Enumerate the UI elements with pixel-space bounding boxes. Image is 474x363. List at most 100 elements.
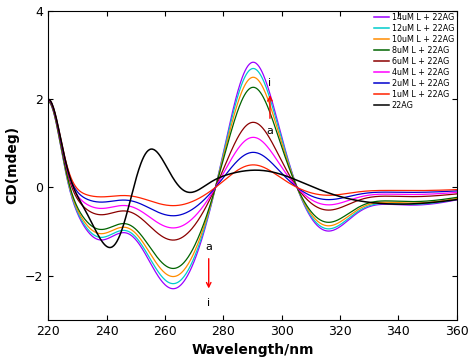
Line: 6uM L + 22AG: 6uM L + 22AG	[48, 100, 456, 240]
Line: 4uM L + 22AG: 4uM L + 22AG	[48, 100, 456, 228]
Line: 22AG: 22AG	[48, 99, 456, 248]
22AG	[46, 97, 51, 102]
22AG	[196, 188, 201, 192]
8uM L + 22AG	[442, 197, 448, 201]
Legend: 14uM L + 22AG, 12uM L + 22AG, 10uM L + 22AG, 8uM L + 22AG, 6uM L + 22AG, 4uM L +: 14uM L + 22AG, 12uM L + 22AG, 10uM L + 2…	[373, 12, 455, 111]
4uM L + 22AG	[181, 223, 186, 228]
6uM L + 22AG	[454, 192, 459, 196]
2uM L + 22AG	[196, 203, 201, 207]
4uM L + 22AG	[46, 98, 51, 102]
8uM L + 22AG	[181, 261, 186, 265]
14uM L + 22AG	[196, 247, 201, 252]
6uM L + 22AG	[198, 214, 203, 219]
22AG	[181, 188, 186, 192]
2uM L + 22AG	[193, 204, 199, 209]
2uM L + 22AG	[181, 212, 186, 216]
6uM L + 22AG	[181, 234, 186, 239]
10uM L + 22AG	[198, 234, 203, 238]
4uM L + 22AG	[198, 207, 203, 212]
6uM L + 22AG	[46, 98, 51, 102]
10uM L + 22AG	[170, 274, 176, 279]
22AG	[441, 199, 447, 203]
12uM L + 22AG	[442, 199, 448, 204]
8uM L + 22AG	[170, 266, 176, 271]
14uM L + 22AG	[181, 280, 186, 285]
Y-axis label: CD(mdeg): CD(mdeg)	[6, 126, 19, 204]
Text: a: a	[266, 126, 273, 135]
12uM L + 22AG	[170, 281, 176, 286]
12uM L + 22AG	[46, 99, 51, 103]
14uM L + 22AG	[250, 60, 256, 64]
14uM L + 22AG	[170, 286, 176, 291]
4uM L + 22AG	[170, 226, 176, 230]
8uM L + 22AG	[454, 195, 459, 200]
Line: 12uM L + 22AG: 12uM L + 22AG	[48, 69, 456, 284]
14uM L + 22AG	[198, 241, 203, 245]
1uM L + 22AG	[196, 196, 201, 201]
1uM L + 22AG	[441, 188, 447, 192]
4uM L + 22AG	[454, 190, 459, 195]
10uM L + 22AG	[181, 269, 186, 273]
14uM L + 22AG	[454, 198, 459, 202]
10uM L + 22AG	[46, 99, 51, 103]
1uM L + 22AG	[46, 97, 51, 102]
12uM L + 22AG	[196, 244, 201, 249]
Line: 1uM L + 22AG: 1uM L + 22AG	[48, 99, 456, 205]
10uM L + 22AG	[196, 240, 201, 244]
12uM L + 22AG	[181, 276, 186, 280]
10uM L + 22AG	[193, 245, 199, 250]
6uM L + 22AG	[193, 221, 199, 225]
4uM L + 22AG	[441, 191, 447, 196]
14uM L + 22AG	[442, 200, 448, 204]
4uM L + 22AG	[261, 141, 267, 145]
Text: i: i	[207, 298, 210, 308]
6uM L + 22AG	[196, 217, 201, 222]
14uM L + 22AG	[46, 99, 51, 104]
1uM L + 22AG	[170, 203, 176, 208]
Text: a: a	[205, 241, 212, 252]
4uM L + 22AG	[193, 212, 199, 217]
1uM L + 22AG	[193, 197, 199, 202]
10uM L + 22AG	[454, 196, 459, 201]
2uM L + 22AG	[170, 213, 176, 218]
Line: 14uM L + 22AG: 14uM L + 22AG	[48, 62, 456, 289]
Line: 2uM L + 22AG: 2uM L + 22AG	[48, 100, 456, 216]
22AG	[198, 186, 203, 191]
12uM L + 22AG	[454, 197, 459, 201]
Line: 10uM L + 22AG: 10uM L + 22AG	[48, 77, 456, 277]
8uM L + 22AG	[262, 98, 268, 102]
Line: 8uM L + 22AG: 8uM L + 22AG	[48, 87, 456, 269]
8uM L + 22AG	[46, 99, 51, 103]
2uM L + 22AG	[454, 189, 459, 193]
2uM L + 22AG	[198, 201, 203, 205]
6uM L + 22AG	[441, 193, 447, 197]
10uM L + 22AG	[262, 89, 268, 94]
8uM L + 22AG	[193, 240, 199, 244]
10uM L + 22AG	[250, 75, 256, 79]
12uM L + 22AG	[198, 238, 203, 242]
8uM L + 22AG	[250, 85, 256, 89]
1uM L + 22AG	[181, 202, 186, 207]
2uM L + 22AG	[261, 154, 267, 159]
22AG	[454, 197, 459, 202]
8uM L + 22AG	[196, 235, 201, 239]
2uM L + 22AG	[46, 98, 51, 102]
2uM L + 22AG	[441, 189, 447, 194]
12uM L + 22AG	[193, 250, 199, 254]
Text: i: i	[268, 78, 272, 88]
1uM L + 22AG	[454, 187, 459, 192]
6uM L + 22AG	[261, 128, 267, 132]
22AG	[261, 168, 267, 173]
14uM L + 22AG	[262, 76, 268, 81]
1uM L + 22AG	[198, 195, 203, 200]
6uM L + 22AG	[170, 238, 176, 242]
10uM L + 22AG	[442, 198, 448, 203]
4uM L + 22AG	[196, 210, 201, 215]
8uM L + 22AG	[198, 229, 203, 234]
14uM L + 22AG	[193, 253, 199, 258]
X-axis label: Wavelength/nm: Wavelength/nm	[191, 343, 314, 358]
22AG	[107, 245, 112, 250]
12uM L + 22AG	[262, 82, 268, 86]
12uM L + 22AG	[250, 66, 256, 71]
22AG	[193, 189, 199, 193]
